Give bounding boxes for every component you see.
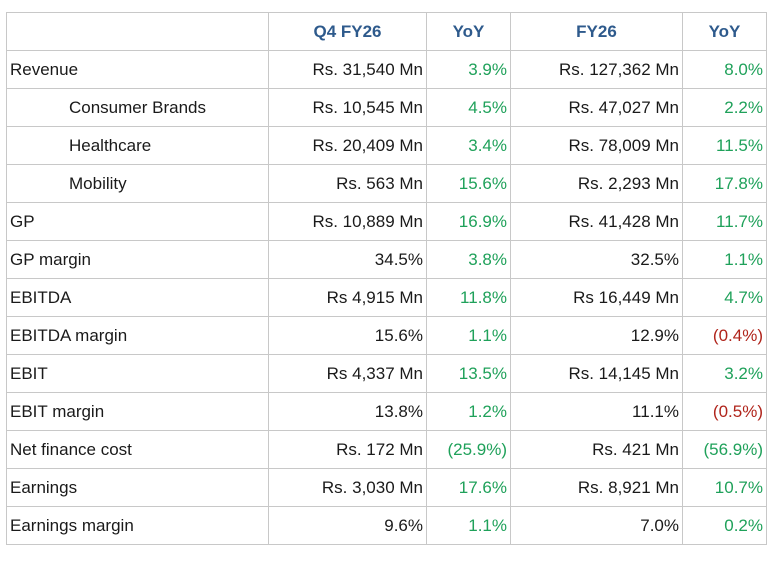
row-label: Healthcare <box>6 126 269 165</box>
fy-yoy-value: 11.5% <box>682 126 767 165</box>
row-label: Net finance cost <box>6 430 269 469</box>
fy-yoy-value: (56.9%) <box>682 430 767 469</box>
q4-value: Rs. 20,409 Mn <box>268 126 427 165</box>
q4-yoy-value: 3.9% <box>426 50 511 89</box>
q4-yoy-value: 17.6% <box>426 468 511 507</box>
q4-value: Rs. 172 Mn <box>268 430 427 469</box>
table-row: Revenue Rs. 31,540 Mn 3.9% Rs. 127,362 Mn 8.… <box>6 50 767 89</box>
q4-value: 13.8% <box>268 392 427 431</box>
table-row: EBIT margin 13.8% 1.2% 11.1% (0.5%) <box>6 392 767 431</box>
row-label: EBITDA margin <box>6 316 269 355</box>
q4-yoy-value: 11.8% <box>426 278 511 317</box>
fy-value: Rs. 41,428 Mn <box>510 202 683 241</box>
fy-value: Rs. 2,293 Mn <box>510 164 683 203</box>
fy-value: 7.0% <box>510 506 683 545</box>
financial-table: Q4 FY26 YoY FY26 YoY Revenue Rs. 31,540 M… <box>6 12 767 545</box>
q4-yoy-value: 4.5% <box>426 88 511 127</box>
fy-value: Rs. 14,145 Mn <box>510 354 683 393</box>
q4-yoy-value: 1.2% <box>426 392 511 431</box>
q4-value: Rs. 10,545 Mn <box>268 88 427 127</box>
q4-yoy-value: 3.4% <box>426 126 511 165</box>
table-header-row: Q4 FY26 YoY FY26 YoY <box>6 12 767 51</box>
q4-value: Rs. 3,030 Mn <box>268 468 427 507</box>
fy-yoy-value: 0.2% <box>682 506 767 545</box>
row-label: Earnings <box>6 468 269 507</box>
header-cell-q4: Q4 FY26 <box>268 12 427 51</box>
fy-value: Rs 16,449 Mn <box>510 278 683 317</box>
fy-value: 12.9% <box>510 316 683 355</box>
table-row: Healthcare Rs. 20,409 Mn 3.4% Rs. 78,009 Mn… <box>6 126 767 165</box>
row-label: Consumer Brands <box>6 88 269 127</box>
fy-yoy-value: 10.7% <box>682 468 767 507</box>
fy-value: Rs. 421 Mn <box>510 430 683 469</box>
table-row: Earnings margin 9.6% 1.1% 7.0% 0.2% <box>6 506 767 545</box>
q4-value: 9.6% <box>268 506 427 545</box>
fy-value: Rs. 78,009 Mn <box>510 126 683 165</box>
q4-value: 15.6% <box>268 316 427 355</box>
fy-value: 32.5% <box>510 240 683 279</box>
fy-yoy-value: 17.8% <box>682 164 767 203</box>
row-label: GP <box>6 202 269 241</box>
q4-value: Rs 4,915 Mn <box>268 278 427 317</box>
q4-value: Rs 4,337 Mn <box>268 354 427 393</box>
q4-value: 34.5% <box>268 240 427 279</box>
row-label: EBIT margin <box>6 392 269 431</box>
q4-yoy-value: 1.1% <box>426 316 511 355</box>
q4-value: Rs. 10,889 Mn <box>268 202 427 241</box>
table-row: GP margin 34.5% 3.8% 32.5% 1.1% <box>6 240 767 279</box>
fy-value: Rs. 47,027 Mn <box>510 88 683 127</box>
q4-yoy-value: 13.5% <box>426 354 511 393</box>
fy-yoy-value: 2.2% <box>682 88 767 127</box>
fy-yoy-value: 1.1% <box>682 240 767 279</box>
table-row: EBIT Rs 4,337 Mn 13.5% Rs. 14,145 Mn 3.2% <box>6 354 767 393</box>
row-label: Mobility <box>6 164 269 203</box>
table-row: Earnings Rs. 3,030 Mn 17.6% Rs. 8,921 Mn 10.… <box>6 468 767 507</box>
q4-value: Rs. 31,540 Mn <box>268 50 427 89</box>
table-row: Consumer Brands Rs. 10,545 Mn 4.5% Rs. 47,0… <box>6 88 767 127</box>
financial-summary: Q4 FY26 YoY FY26 YoY Revenue Rs. 31,540 M… <box>6 12 767 545</box>
row-label: EBIT <box>6 354 269 393</box>
fy-value: Rs. 127,362 Mn <box>510 50 683 89</box>
fy-yoy-value: 3.2% <box>682 354 767 393</box>
q4-yoy-value: (25.9%) <box>426 430 511 469</box>
header-cell-q4-yoy: YoY <box>426 12 511 51</box>
table-row: GP Rs. 10,889 Mn 16.9% Rs. 41,428 Mn 11.7% <box>6 202 767 241</box>
header-cell-fy: FY26 <box>510 12 683 51</box>
q4-yoy-value: 15.6% <box>426 164 511 203</box>
table-body: Revenue Rs. 31,540 Mn 3.9% Rs. 127,362 Mn 8.… <box>6 50 767 545</box>
table-row: Net finance cost Rs. 172 Mn (25.9%) Rs. 421… <box>6 430 767 469</box>
table-row: EBITDA margin 15.6% 1.1% 12.9% (0.4%) <box>6 316 767 355</box>
header-cell-metric <box>6 12 269 51</box>
table-row: Mobility Rs. 563 Mn 15.6% Rs. 2,293 Mn 17.8% <box>6 164 767 203</box>
fy-yoy-value: (0.5%) <box>682 392 767 431</box>
fy-value: Rs. 8,921 Mn <box>510 468 683 507</box>
row-label: Earnings margin <box>6 506 269 545</box>
fy-yoy-value: 4.7% <box>682 278 767 317</box>
q4-yoy-value: 1.1% <box>426 506 511 545</box>
fy-value: 11.1% <box>510 392 683 431</box>
fy-yoy-value: (0.4%) <box>682 316 767 355</box>
fy-yoy-value: 8.0% <box>682 50 767 89</box>
q4-yoy-value: 16.9% <box>426 202 511 241</box>
row-label: Revenue <box>6 50 269 89</box>
header-cell-fy-yoy: YoY <box>682 12 767 51</box>
fy-yoy-value: 11.7% <box>682 202 767 241</box>
row-label: GP margin <box>6 240 269 279</box>
table-row: EBITDA Rs 4,915 Mn 11.8% Rs 16,449 Mn 4.7% <box>6 278 767 317</box>
row-label: EBITDA <box>6 278 269 317</box>
q4-value: Rs. 563 Mn <box>268 164 427 203</box>
q4-yoy-value: 3.8% <box>426 240 511 279</box>
